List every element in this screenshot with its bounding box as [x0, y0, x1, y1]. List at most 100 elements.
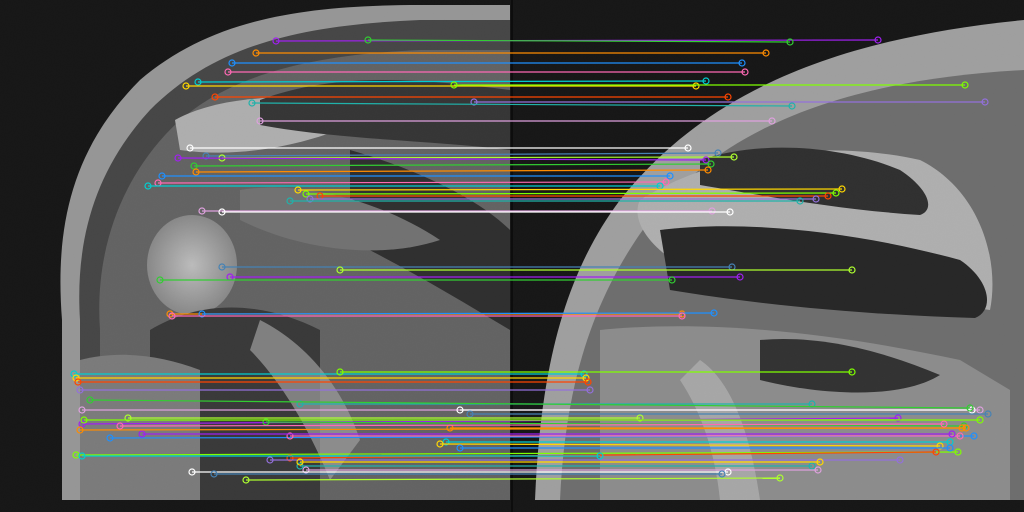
keypoint-marker — [788, 102, 796, 110]
keypoint-marker — [470, 98, 478, 106]
keypoint-marker — [272, 37, 280, 45]
match-line — [119, 423, 945, 427]
keypoint-marker — [190, 162, 198, 170]
keypoint-marker — [718, 470, 726, 478]
keypoint-marker — [266, 456, 274, 464]
match-line — [305, 192, 837, 195]
keypoint-marker — [736, 273, 744, 281]
keypoint-marker — [450, 81, 458, 89]
keypoint-marker — [808, 462, 816, 470]
match-line — [81, 417, 899, 425]
keypoint-marker — [336, 368, 344, 376]
keypoint-marker — [242, 476, 250, 484]
keypoint-marker — [168, 312, 176, 320]
keypoint-marker — [78, 452, 86, 460]
panel-divider — [511, 0, 513, 512]
keypoint-marker — [968, 406, 976, 414]
keypoint-marker — [70, 370, 78, 378]
keypoint-marker — [730, 153, 738, 161]
match-line — [367, 39, 791, 43]
keypoint-marker — [186, 144, 194, 152]
keypoint-marker — [848, 266, 856, 274]
keypoint-marker — [666, 172, 674, 180]
match-line — [297, 188, 843, 191]
keypoint-marker — [970, 432, 978, 440]
keypoint-marker — [786, 38, 794, 46]
keypoint-marker — [188, 468, 196, 476]
keypoint-marker — [106, 434, 114, 442]
keypoint-marker — [948, 430, 956, 438]
keypoint-marker — [768, 117, 776, 125]
keypoint-marker — [741, 68, 749, 76]
keypoint-marker — [976, 406, 984, 414]
keypoint-marker — [248, 99, 256, 107]
keypoint-marker — [668, 276, 676, 284]
keypoint-marker — [678, 310, 686, 318]
keypoint-marker — [286, 454, 294, 462]
keypoint-marker — [702, 156, 710, 164]
keypoint-marker — [832, 189, 840, 197]
keypoint-marker — [710, 309, 718, 317]
keypoint-marker — [848, 368, 856, 376]
right-mri-panel — [512, 0, 1024, 512]
keypoint-marker — [966, 404, 974, 412]
keypoint-marker — [256, 117, 264, 125]
keypoint-marker — [824, 192, 832, 200]
keypoint-marker — [78, 420, 86, 428]
keypoint-marker — [466, 410, 474, 418]
keypoint-marker — [296, 400, 304, 408]
keypoint-marker — [192, 168, 200, 176]
keypoint-marker — [984, 410, 992, 418]
keypoint-marker — [296, 458, 304, 466]
keypoint-marker — [456, 444, 464, 452]
match-line — [245, 477, 781, 481]
keypoint-marker — [198, 310, 206, 318]
keypoint-marker — [224, 68, 232, 76]
keypoint-marker — [198, 207, 206, 215]
keypoint-marker — [960, 422, 968, 430]
keypoint-marker — [724, 468, 732, 476]
keypoint-marker — [981, 98, 989, 106]
keypoint-marker — [704, 166, 712, 174]
keypoint-marker — [956, 432, 964, 440]
keypoint-marker — [182, 82, 190, 90]
keypoint-marker — [796, 197, 804, 205]
keypoint-marker — [116, 422, 124, 430]
keypoint-marker — [582, 374, 590, 382]
keypoint-marker — [86, 396, 94, 404]
keypoint-marker — [662, 178, 670, 186]
keypoint-marker — [894, 414, 902, 422]
keypoint-marker — [726, 208, 734, 216]
keypoint-marker — [138, 430, 146, 438]
keypoint-marker — [218, 208, 226, 216]
keypoint-marker — [144, 182, 152, 190]
keypoint-marker — [932, 448, 940, 456]
match-line — [201, 312, 715, 315]
match-line — [205, 152, 719, 157]
keypoint-marker — [210, 470, 218, 478]
keypoint-marker — [838, 185, 846, 193]
keypoint-marker — [816, 458, 824, 466]
match-line — [221, 156, 735, 159]
keypoint-marker — [294, 186, 302, 194]
keypoint-marker — [296, 462, 304, 470]
keypoint-marker — [211, 93, 219, 101]
keypoint-marker — [436, 440, 444, 448]
match-line — [265, 421, 965, 427]
match-line — [251, 102, 793, 107]
keypoint-marker — [684, 144, 692, 152]
keypoint-marker — [596, 452, 604, 460]
keypoint-marker — [158, 172, 166, 180]
keypoint-marker — [252, 49, 260, 57]
keypoint-marker — [194, 78, 202, 86]
keypoint-marker — [76, 426, 84, 434]
match-line — [439, 443, 941, 447]
keypoint-marker — [678, 312, 686, 320]
keypoint-marker — [954, 448, 962, 456]
keypoint-marker — [962, 424, 970, 432]
keypoint-marker — [586, 386, 594, 394]
match-line — [157, 181, 667, 184]
keypoint-marker — [814, 466, 822, 474]
keypoint-marker — [714, 149, 722, 157]
keypoint-marker — [80, 416, 88, 424]
